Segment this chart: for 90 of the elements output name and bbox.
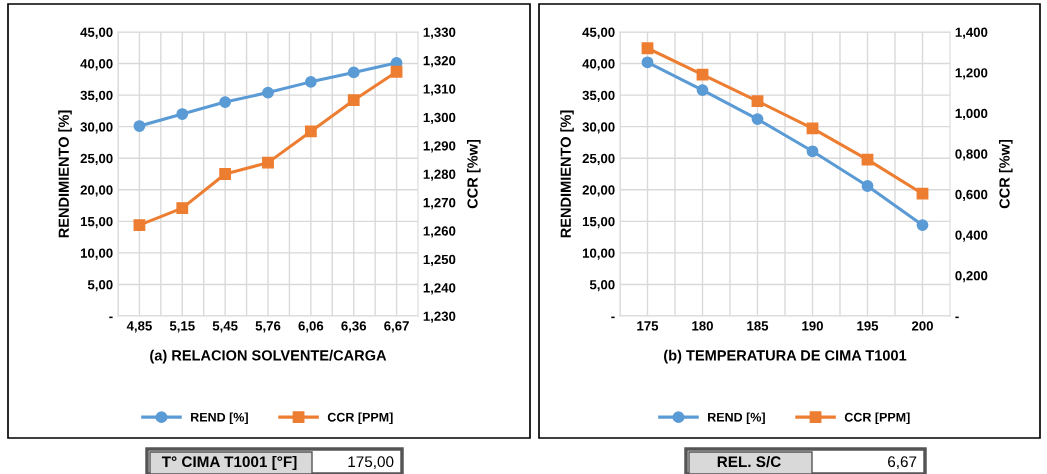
x-tick-label: 6,67 bbox=[384, 321, 409, 333]
point bbox=[304, 125, 317, 138]
x-tick-label: 200 bbox=[911, 321, 933, 331]
y2-axis-title: CCR [%w] bbox=[998, 139, 1013, 209]
y-tick-label: 15,00 bbox=[80, 216, 113, 229]
point bbox=[219, 96, 232, 108]
y-tick-label: - bbox=[611, 316, 615, 319]
legend-label: REND [%] bbox=[191, 412, 248, 425]
x-tick-label: 5,45 bbox=[212, 321, 238, 333]
point bbox=[133, 219, 146, 232]
y-tick-label: 30,00 bbox=[582, 122, 615, 134]
y-tick-label: 45,00 bbox=[582, 27, 615, 39]
y-tick-label: 30,00 bbox=[80, 122, 113, 134]
y-tick-label: 5,00 bbox=[589, 280, 615, 292]
point bbox=[262, 156, 274, 169]
point bbox=[176, 108, 189, 120]
point bbox=[176, 202, 189, 214]
x-tick-label: 6,36 bbox=[341, 321, 367, 333]
point bbox=[696, 68, 709, 81]
text: REL. S/C bbox=[717, 455, 781, 468]
point bbox=[751, 95, 764, 108]
point bbox=[347, 66, 360, 79]
text: 175,00 bbox=[348, 456, 394, 469]
x-tick-label: 6,06 bbox=[298, 321, 324, 333]
text: T° CIMA T1001 [°F] bbox=[161, 455, 297, 471]
y2-tick-label: 1,200 bbox=[955, 68, 988, 80]
y2-tick-label: 1,000 bbox=[955, 108, 988, 120]
point bbox=[304, 75, 317, 88]
y-tick-label: 25,00 bbox=[582, 153, 615, 166]
y2-tick-label: 1,230 bbox=[423, 311, 456, 323]
point bbox=[390, 65, 403, 78]
point bbox=[751, 113, 764, 125]
y2-tick-label: 1,310 bbox=[423, 84, 456, 96]
y-tick-label: 5,00 bbox=[87, 280, 113, 292]
legend-label: CCR [PPM] bbox=[844, 412, 910, 425]
point bbox=[641, 56, 654, 69]
y-tick-label: 35,00 bbox=[582, 90, 615, 102]
point bbox=[861, 180, 874, 192]
y2-tick-label: 1,250 bbox=[423, 254, 456, 267]
x-axis-title: (b) TEMPERATURA DE CIMA T1001 bbox=[664, 349, 907, 364]
point bbox=[133, 120, 146, 132]
legend-label: CCR [PPM] bbox=[327, 412, 393, 425]
point bbox=[806, 145, 819, 158]
y-tick-label: 20,00 bbox=[80, 185, 113, 197]
y-tick-label: 25,00 bbox=[80, 153, 113, 166]
point bbox=[219, 168, 232, 180]
y-tick-label: 40,00 bbox=[80, 59, 113, 71]
y2-tick-label: 0,800 bbox=[955, 149, 988, 161]
text: 6,67 bbox=[888, 456, 917, 469]
point bbox=[262, 86, 274, 99]
y-tick-label: 40,00 bbox=[582, 59, 615, 71]
y2-tick-label: 1,330 bbox=[423, 27, 456, 39]
y2-tick-label: 1,240 bbox=[423, 283, 456, 295]
x-tick-label: 5,15 bbox=[169, 321, 195, 333]
x-tick-label: 175 bbox=[637, 321, 659, 331]
x-tick-label: 180 bbox=[692, 321, 713, 331]
x-tick-label: 195 bbox=[857, 321, 879, 331]
y2-axis-title: CCR [%w] bbox=[466, 139, 481, 209]
point bbox=[916, 187, 929, 200]
y-axis-title: RENDIMIENTO [%] bbox=[560, 110, 574, 238]
y-tick-label: 20,00 bbox=[582, 185, 615, 197]
y2-tick-label: 1,320 bbox=[423, 55, 456, 68]
point bbox=[916, 219, 929, 232]
y-tick-label: - bbox=[109, 316, 113, 319]
point bbox=[641, 42, 654, 55]
point bbox=[806, 122, 819, 135]
y2-tick-label: 1,300 bbox=[423, 112, 456, 125]
y2-tick-label: 1,280 bbox=[423, 169, 456, 181]
point bbox=[696, 84, 709, 96]
y2-tick-label: 1,400 bbox=[955, 27, 988, 39]
legend-label: REND [%] bbox=[708, 412, 765, 425]
y2-tick-label: 1,290 bbox=[423, 141, 456, 153]
point bbox=[347, 94, 360, 107]
y-tick-label: 45,00 bbox=[80, 27, 113, 39]
x-tick-label: 190 bbox=[802, 321, 823, 331]
x-tick-label: 4,85 bbox=[126, 321, 152, 333]
x-axis-title: (a) RELACION SOLVENTE/CARGA bbox=[150, 349, 387, 364]
y2-tick-label: 1,270 bbox=[423, 197, 456, 210]
y-tick-label: 10,00 bbox=[80, 248, 113, 260]
y-tick-label: 15,00 bbox=[582, 216, 615, 229]
y-tick-label: 35,00 bbox=[80, 90, 113, 102]
y2-tick-label: 0,400 bbox=[955, 230, 988, 242]
y-tick-label: 10,00 bbox=[582, 248, 615, 260]
y2-tick-label: 1,260 bbox=[423, 226, 456, 238]
x-tick-label: 5,76 bbox=[255, 321, 281, 333]
y2-tick-label: - bbox=[955, 316, 959, 319]
y2-tick-label: 0,600 bbox=[955, 189, 988, 202]
y2-tick-label: 0,200 bbox=[955, 271, 988, 283]
y-axis-title: RENDIMIENTO [%] bbox=[58, 110, 72, 238]
x-tick-label: 185 bbox=[747, 321, 769, 331]
